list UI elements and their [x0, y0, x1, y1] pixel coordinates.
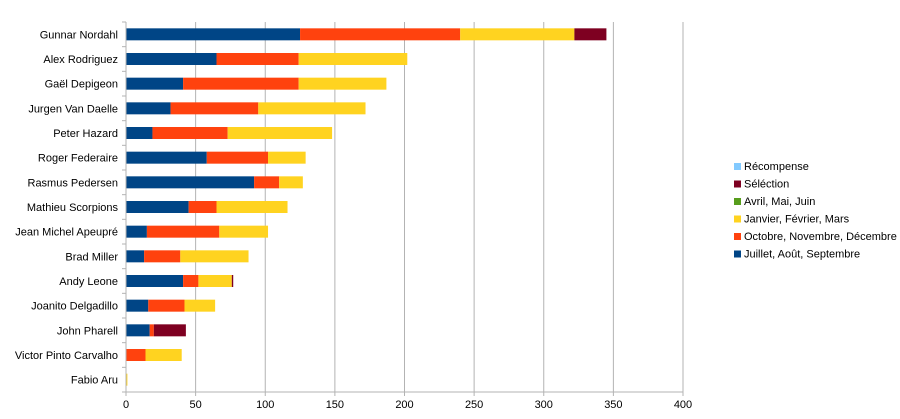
bar-segment [126, 53, 217, 65]
category-label: Peter Hazard [53, 128, 118, 140]
legend-label: Récompense [744, 161, 809, 173]
bar-segment [183, 77, 299, 90]
x-tick-label: 100 [256, 399, 274, 411]
category-label: Andy Leone [59, 276, 118, 288]
legend-swatch [734, 163, 741, 170]
x-tick-labels: 0 50 100 150 200 250 300 350 400 [123, 399, 692, 411]
category-label: Fabio Aru [71, 375, 118, 387]
bar-segment [188, 201, 217, 213]
category-label: Alex Rodriguez [43, 54, 118, 66]
category-label: John Pharell [57, 325, 118, 337]
category-labels: Gunnar Nordahl Alex Rodriguez Gaël Depigeo… [15, 29, 119, 386]
x-tick-label: 300 [535, 399, 553, 411]
category-label: Joanito Delgadillo [31, 301, 118, 313]
legend: Récompense Séléction Avril, Mai, Juin Janvi… [734, 161, 897, 261]
bar-segment [258, 102, 366, 115]
bar-segment [227, 127, 333, 139]
category-label: Gaël Depigeon [45, 79, 118, 91]
category-label: Victor Pinto Carvalho [15, 350, 118, 362]
bar-segment [183, 275, 199, 287]
legend-label: Juillet, Août, Septembre [744, 249, 860, 261]
category-label: Brad Miller [65, 251, 118, 263]
legend-swatch [734, 198, 741, 205]
bar-segment [144, 250, 181, 263]
bar-segment [126, 349, 146, 361]
bar-segment [152, 127, 228, 139]
category-label: Jean Michel Apeupré [15, 227, 118, 239]
bar-segment [279, 176, 303, 189]
legend-label: Avril, Mai, Juin [744, 196, 815, 208]
bar-segment [231, 275, 234, 287]
category-label: Rasmus Pedersen [28, 177, 119, 189]
x-tick-label: 200 [395, 399, 413, 411]
x-tick-label: 0 [123, 399, 129, 411]
bar-segment [126, 324, 150, 337]
legend-label: Séléction [744, 179, 789, 191]
x-tick-label: 150 [326, 399, 344, 411]
x-tick-label: 400 [674, 399, 692, 411]
bar-segment [300, 28, 461, 41]
category-label: Roger Federaire [38, 153, 118, 165]
bar-segment [126, 299, 149, 312]
category-label: Gunnar Nordahl [40, 29, 118, 41]
bar-segment [460, 28, 575, 41]
bar-segment [219, 225, 269, 238]
bar-segment [126, 28, 301, 41]
legend-swatch [734, 215, 741, 223]
bar-segment [126, 127, 153, 139]
bar-segment [180, 250, 249, 263]
bar-segment [170, 102, 259, 115]
bar-segment [126, 77, 184, 90]
x-tick-label: 350 [604, 399, 622, 411]
bar-segment [216, 53, 299, 65]
bar-segment [126, 225, 147, 238]
bars [126, 28, 607, 386]
bar-segment [126, 275, 184, 287]
legend-label: Janvier, Février, Mars [744, 214, 850, 226]
bar-segment [153, 324, 186, 337]
bar-segment [254, 176, 280, 189]
bar-segment [298, 77, 387, 90]
bar-segment [126, 102, 171, 115]
bar-segment [184, 299, 216, 312]
legend-swatch [734, 180, 741, 188]
bar-segment [148, 299, 185, 312]
bar-segment [126, 176, 255, 189]
x-tick-label: 250 [465, 399, 483, 411]
bar-segment [126, 373, 128, 386]
bar-segment [268, 151, 306, 164]
x-tick-label: 50 [190, 399, 202, 411]
category-label: Mathieu Scorpions [27, 202, 119, 214]
category-label: Jurgen Van Daelle [28, 103, 118, 115]
bar-segment [126, 250, 145, 263]
bar-segment [145, 349, 182, 361]
axes [122, 21, 684, 396]
bar-segment [206, 151, 269, 164]
bar-segment [298, 53, 408, 65]
legend-swatch [734, 250, 741, 258]
bar-segment [198, 275, 232, 287]
bar-segment [126, 201, 189, 213]
legend-label: Octobre, Novembre, Décembre [744, 231, 897, 243]
bar-segment [216, 201, 288, 213]
bar-segment [574, 28, 607, 41]
bar-segment [149, 324, 154, 337]
bar-segment [126, 151, 207, 164]
bar-segment [146, 225, 220, 238]
legend-swatch [734, 233, 741, 240]
